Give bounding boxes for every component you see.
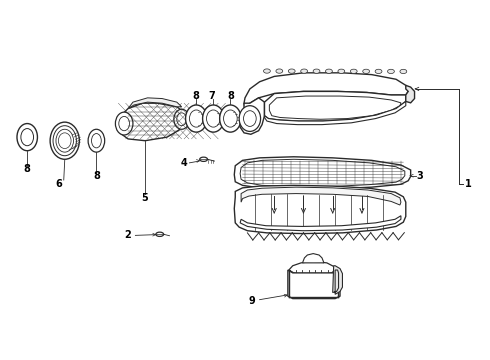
Text: 7: 7 (208, 91, 215, 101)
Ellipse shape (17, 123, 37, 151)
Ellipse shape (92, 134, 101, 148)
Ellipse shape (50, 122, 79, 159)
Ellipse shape (239, 106, 261, 131)
Polygon shape (118, 103, 184, 141)
Ellipse shape (244, 111, 256, 126)
Text: 8: 8 (93, 171, 100, 181)
Ellipse shape (338, 69, 345, 73)
Ellipse shape (313, 69, 320, 73)
Ellipse shape (220, 105, 241, 132)
Text: 8: 8 (227, 91, 234, 101)
Text: 3: 3 (416, 171, 423, 181)
Polygon shape (128, 98, 182, 109)
Ellipse shape (200, 157, 207, 161)
Polygon shape (265, 91, 406, 121)
Text: 9: 9 (249, 296, 256, 306)
Polygon shape (270, 96, 401, 119)
Ellipse shape (190, 110, 203, 127)
Ellipse shape (156, 232, 164, 237)
Polygon shape (240, 216, 401, 231)
Ellipse shape (264, 69, 270, 73)
Ellipse shape (177, 113, 187, 126)
Polygon shape (289, 261, 335, 275)
Text: 4: 4 (181, 158, 188, 168)
Ellipse shape (388, 69, 394, 73)
Polygon shape (234, 157, 411, 189)
Ellipse shape (116, 112, 133, 135)
Ellipse shape (301, 69, 308, 73)
Ellipse shape (400, 69, 407, 73)
Text: 8: 8 (193, 91, 200, 101)
Polygon shape (240, 98, 265, 134)
Ellipse shape (202, 105, 224, 132)
Polygon shape (265, 102, 406, 125)
Polygon shape (406, 85, 415, 103)
Text: 6: 6 (55, 179, 62, 189)
Polygon shape (302, 253, 324, 263)
Ellipse shape (88, 129, 105, 152)
Ellipse shape (56, 129, 74, 152)
Ellipse shape (58, 133, 71, 149)
Ellipse shape (21, 129, 33, 146)
Text: 8: 8 (24, 164, 31, 174)
Ellipse shape (223, 110, 237, 127)
Polygon shape (333, 266, 343, 294)
Ellipse shape (375, 69, 382, 73)
Polygon shape (240, 159, 405, 186)
Text: 2: 2 (124, 230, 131, 240)
Ellipse shape (174, 109, 190, 129)
Ellipse shape (186, 105, 207, 132)
Polygon shape (234, 185, 406, 234)
Polygon shape (244, 73, 408, 109)
Ellipse shape (53, 126, 76, 156)
Ellipse shape (288, 69, 295, 73)
Ellipse shape (119, 116, 129, 131)
Polygon shape (288, 270, 340, 298)
Polygon shape (241, 187, 401, 205)
Ellipse shape (206, 110, 220, 127)
Ellipse shape (350, 69, 357, 73)
Text: 1: 1 (465, 179, 471, 189)
Ellipse shape (363, 69, 369, 73)
Ellipse shape (276, 69, 283, 73)
Ellipse shape (325, 69, 332, 73)
Text: 5: 5 (142, 193, 148, 203)
